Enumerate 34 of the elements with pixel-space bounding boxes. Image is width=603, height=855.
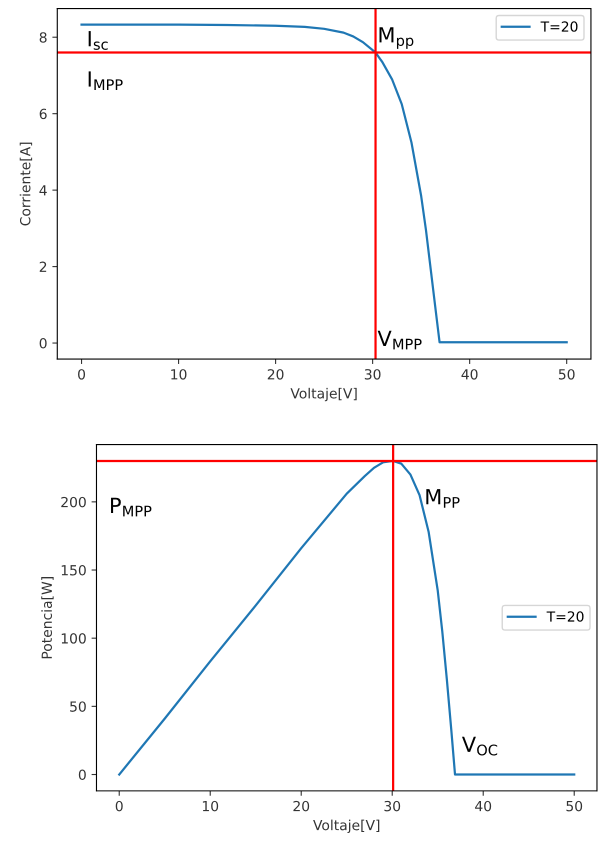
x-tick-label: 40 <box>461 369 478 380</box>
y-tick-label: 200 <box>61 496 86 508</box>
x-tick-label: 10 <box>202 800 218 812</box>
y-tick-label: 2 <box>40 262 46 272</box>
annotation: I$_{sc}$ <box>88 31 108 50</box>
y-tick-label: 0 <box>40 338 47 349</box>
y-tick-label: 8 <box>40 32 47 43</box>
y-axis-title: Potencia[W] <box>41 577 54 658</box>
y-tick-label: 6 <box>40 108 47 120</box>
x-tick-label: 30 <box>384 800 400 812</box>
x-tick-label: 0 <box>116 800 123 812</box>
y-tick-label: 50 <box>70 701 86 712</box>
annotation: M$_{pp}$ <box>380 27 414 49</box>
y-tick-label: 100 <box>62 633 86 644</box>
x-tick-label: 20 <box>293 800 310 812</box>
x-tick-label: 40 <box>475 800 492 812</box>
x-tick-label: 20 <box>268 369 284 380</box>
legend-label: T=20 <box>546 611 584 622</box>
legend-label: T=20 <box>540 21 578 32</box>
y-tick-label: 0 <box>78 769 86 780</box>
x-tick-label: 30 <box>364 369 381 380</box>
x-axis-title: Voltaje[V] <box>313 820 380 834</box>
annotation: P$_{MPP}$ <box>111 498 152 516</box>
y-tick-label: 4 <box>39 185 47 196</box>
annotation: M$_{PP}$ <box>426 489 460 508</box>
x-tick-label: 10 <box>171 369 186 380</box>
x-tick-label: 50 <box>566 800 582 812</box>
annotation: I$_{MPP}$ <box>88 71 123 90</box>
y-axis-title: Corriente[A] <box>20 142 32 226</box>
x-tick-label: 50 <box>558 369 575 380</box>
y-tick-label: 150 <box>62 564 86 576</box>
annotation: V$_{MPP}$ <box>378 330 422 350</box>
x-axis-title: Voltaje[V] <box>290 388 357 402</box>
annotation: V$_{OC}$ <box>462 736 498 756</box>
